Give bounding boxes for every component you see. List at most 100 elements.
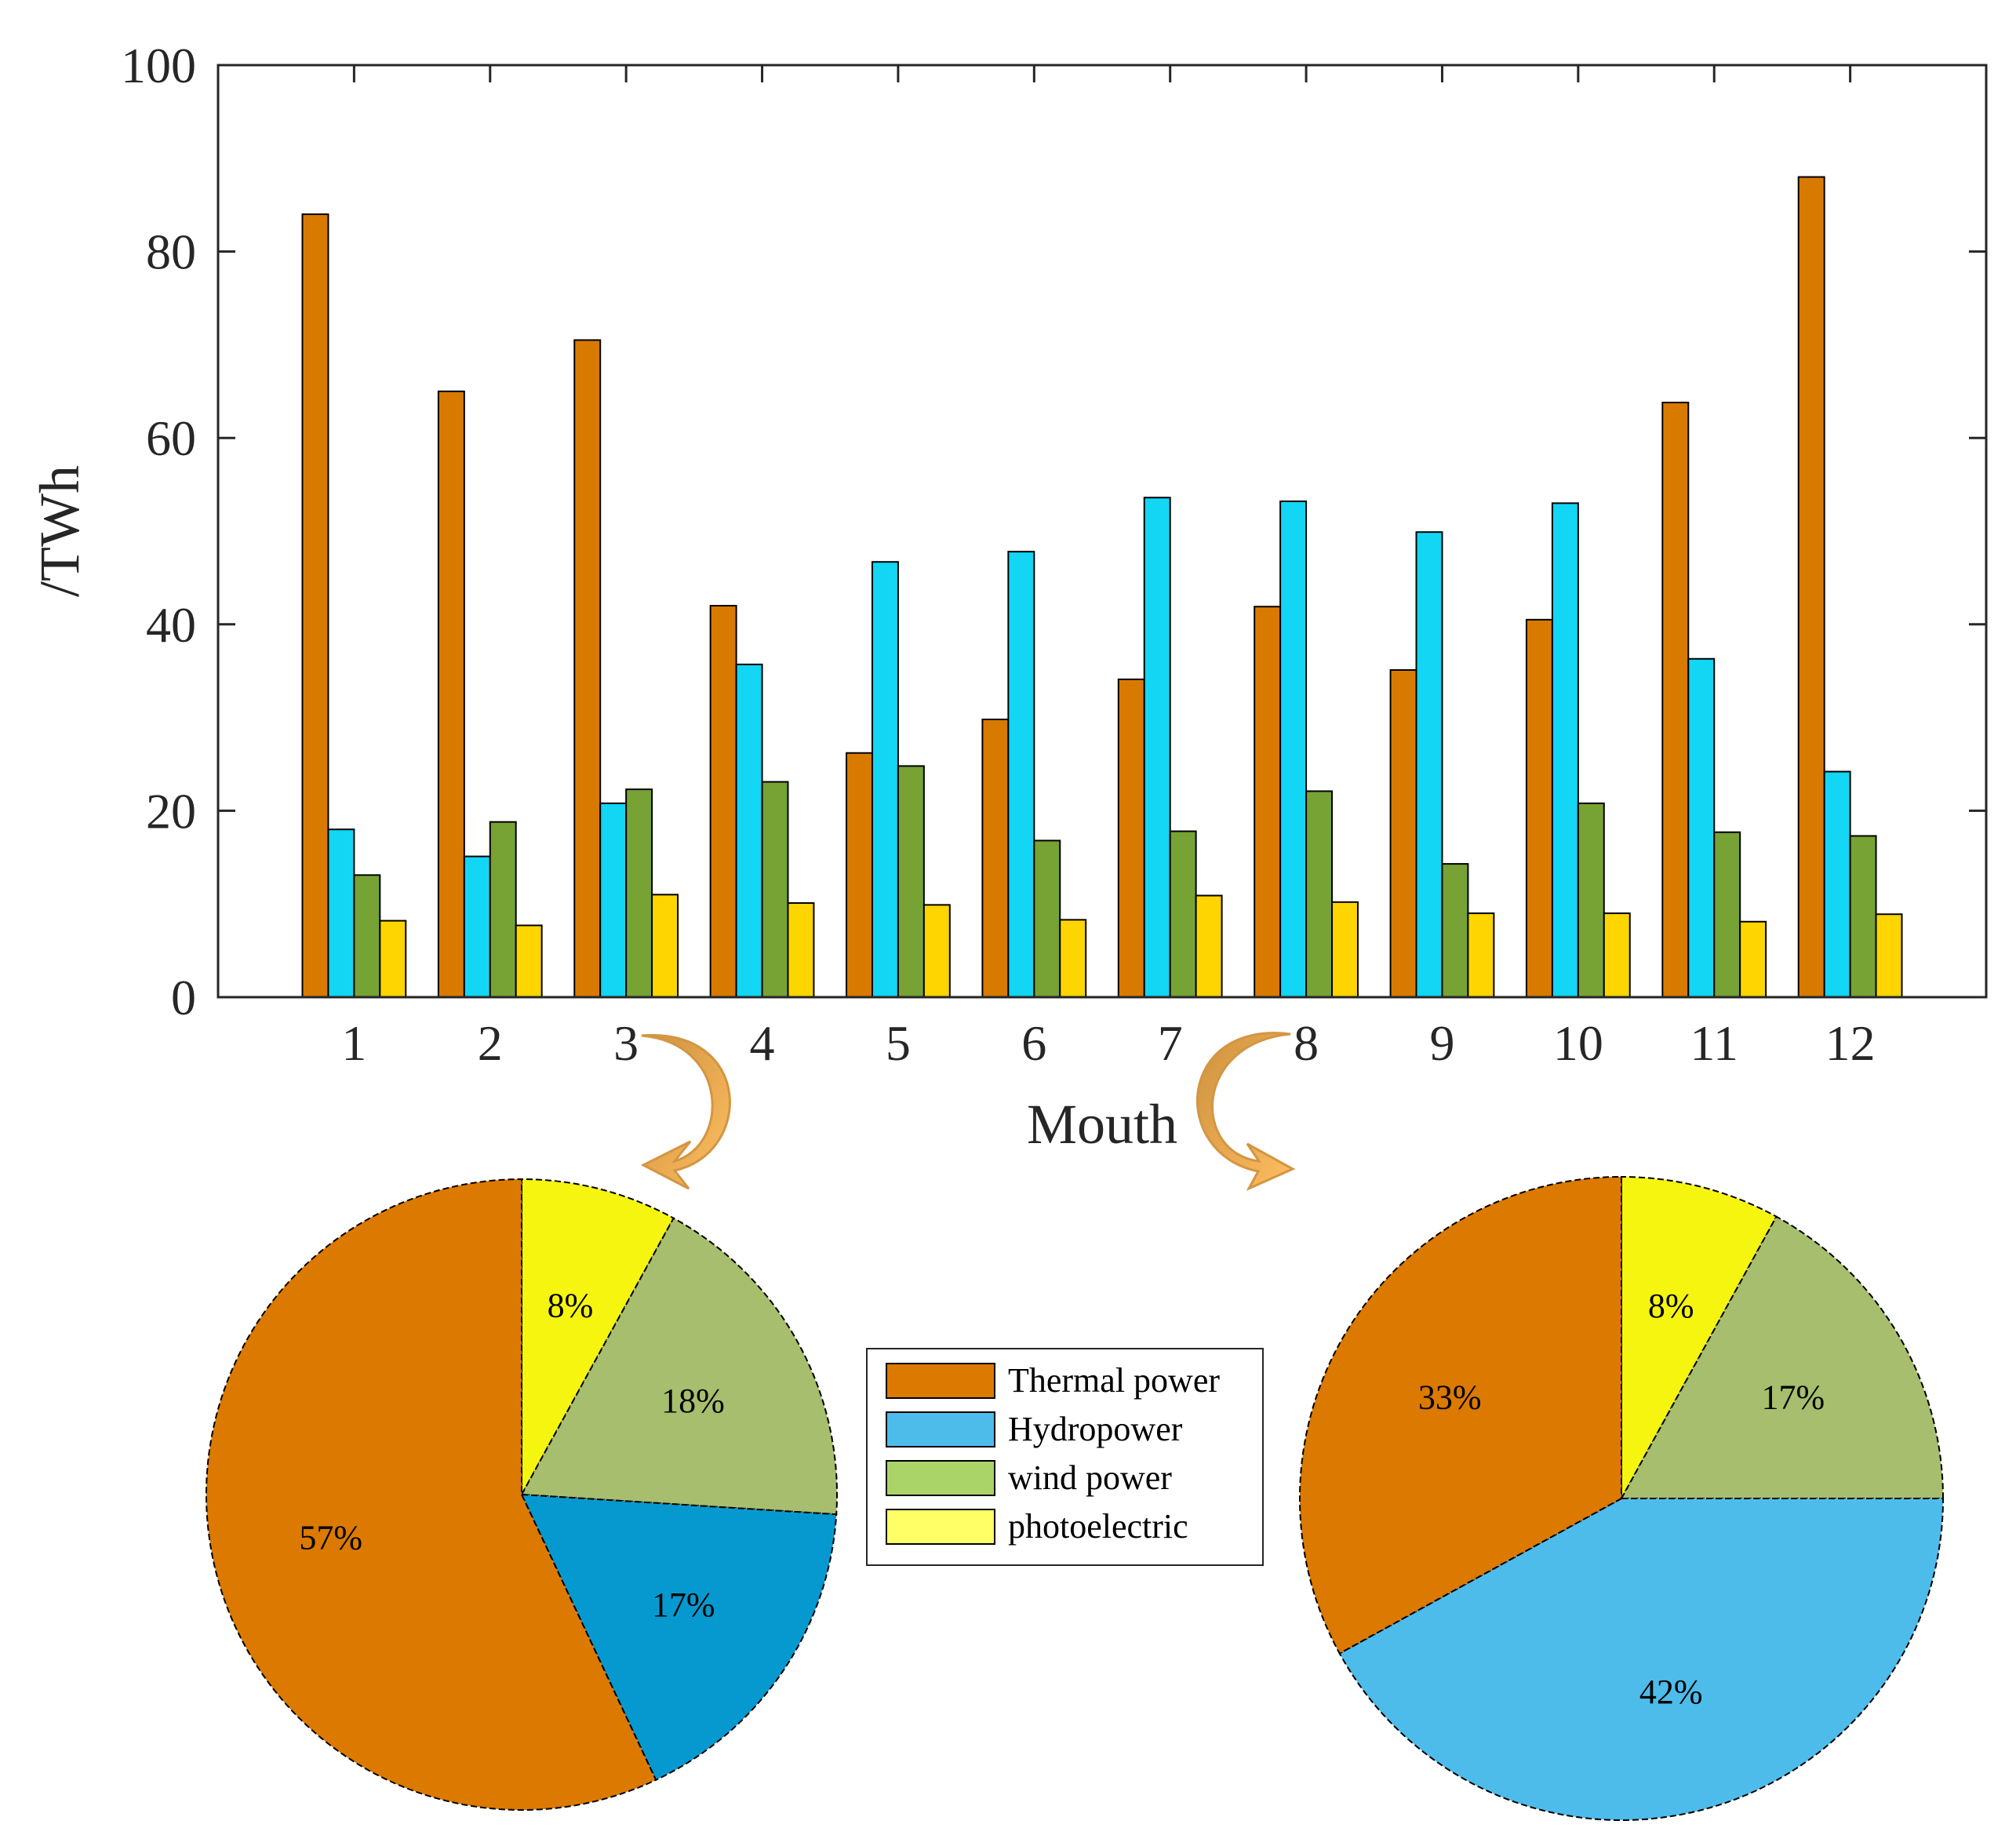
pie-slice-photoelectric [521,1178,675,1495]
bar-wind-power [1033,839,1061,999]
bar-thermal-power [301,213,329,998]
bar-wind-power [1169,830,1197,999]
x-axis-title: Mouth [1027,1093,1177,1156]
pie-slice-hydropower [1338,1498,1945,1821]
x-tick-label: 3 [613,1015,639,1071]
bar-hydropower [871,561,899,998]
bar-photoelectric [1467,912,1495,998]
bar-photoelectric [379,919,407,998]
y-tick-label: 0 [171,970,196,1025]
x-tick-label: 8 [1294,1015,1319,1071]
legend-label: wind power [1008,1458,1172,1497]
pie-slice-label: 17% [652,1586,715,1624]
bar-wind-power [1441,863,1469,998]
legend-swatch [886,1363,995,1399]
bar-thermal-power [1254,606,1282,999]
y-tick-labels: 0 20 40 60 80 100 [121,38,196,1025]
bar-hydropower [1687,657,1716,998]
bar-hydropower [1279,500,1308,998]
bar-thermal-power [1797,176,1825,998]
y-tick-label: 40 [146,597,196,653]
bar-photoelectric [787,902,815,998]
bar-wind-power [761,781,789,999]
bar-wind-power [1849,835,1877,998]
bar-thermal-power [437,390,465,998]
legend: Thermal power Hydropower wind power photoel… [866,1348,1264,1566]
pie-chart-right: 8% 17% 42% 33% [1299,1175,1945,1821]
pie-slice-wind-power [1620,1215,1945,1499]
legend-swatch [886,1460,995,1496]
x-tick-label: 10 [1553,1015,1603,1071]
bar-wind-power [1577,802,1605,998]
bar-wind-power [1305,790,1334,999]
bar-photoelectric [1739,920,1767,998]
bar-photoelectric [922,904,951,998]
bar-hydropower [463,855,491,999]
bar-thermal-power [1661,402,1690,998]
bar-wind-power [625,788,653,998]
pie-slice-label: 57% [299,1518,362,1557]
bar-series [301,176,1903,999]
y-tick-label: 80 [146,224,196,280]
legend-label: Hydropower [1008,1410,1183,1448]
bar-wind-power [897,765,925,998]
bar-hydropower [1551,502,1579,998]
y-tick-label: 20 [146,783,196,839]
bar-thermal-power [1389,669,1417,999]
bar-hydropower [1143,497,1171,998]
legend-swatch [886,1411,995,1447]
bar-hydropower [735,663,763,998]
bar-photoelectric [515,924,543,999]
pie-slice-label: 8% [548,1287,594,1325]
bar-thermal-power [1525,618,1553,998]
pie-chart-left: 8% 18% 17% 57% [206,1178,838,1811]
pie-slice-label: 18% [661,1382,725,1420]
x-tick-label: 7 [1158,1015,1183,1071]
bar-hydropower [327,828,355,999]
bar-photoelectric [1875,913,1903,998]
x-tick-label: 5 [886,1015,911,1071]
legend-swatch [886,1509,995,1545]
bar-hydropower [599,802,628,998]
bar-hydropower [1823,770,1851,999]
bar-thermal-power [709,605,737,998]
bar-hydropower [1415,531,1443,998]
pie-slice-thermal-power [206,1178,657,1811]
bar-thermal-power [573,339,602,998]
x-tick-label: 11 [1690,1015,1738,1071]
x-tick-label: 12 [1825,1015,1876,1071]
pie-slice-hydropower [520,1493,838,1782]
x-tick-label: 9 [1429,1015,1454,1071]
pie-slice-label: 33% [1418,1378,1482,1417]
bar-photoelectric [1331,901,1359,998]
y-axis-title: /TWh [28,465,91,597]
x-tick-labels: 1 2 3 4 5 6 7 8 9 10 11 12 [341,1015,1875,1071]
pie-slice-label: 8% [1648,1287,1694,1325]
pie-slice-label: 42% [1639,1673,1703,1711]
y-tick-label: 60 [146,410,196,466]
bar-photoelectric [1603,912,1631,998]
bar-photoelectric [1195,894,1223,999]
bar-thermal-power [981,718,1010,998]
x-tick-label: 1 [341,1015,366,1071]
bar-wind-power [489,821,517,998]
x-tick-label: 6 [1021,1015,1046,1071]
bar-hydropower [1007,551,1035,998]
pie-slice-wind-power [520,1217,838,1516]
legend-label: Thermal power [1008,1361,1220,1400]
curved-arrow-right [1196,1032,1296,1192]
plot-frame [217,64,1988,999]
legend-label: photoelectric [1008,1507,1188,1546]
pie-slice-photoelectric [1621,1175,1778,1499]
bar-wind-power [1713,831,1741,998]
pie-slice-thermal-power [1299,1175,1622,1655]
bar-wind-power [353,874,381,998]
x-tick-label: 4 [750,1015,775,1071]
bar-photoelectric [1059,919,1087,998]
bar-thermal-power [846,752,873,999]
x-tick-label: 2 [478,1015,503,1071]
y-tick-label: 100 [121,38,196,93]
bar-photoelectric [651,894,679,998]
